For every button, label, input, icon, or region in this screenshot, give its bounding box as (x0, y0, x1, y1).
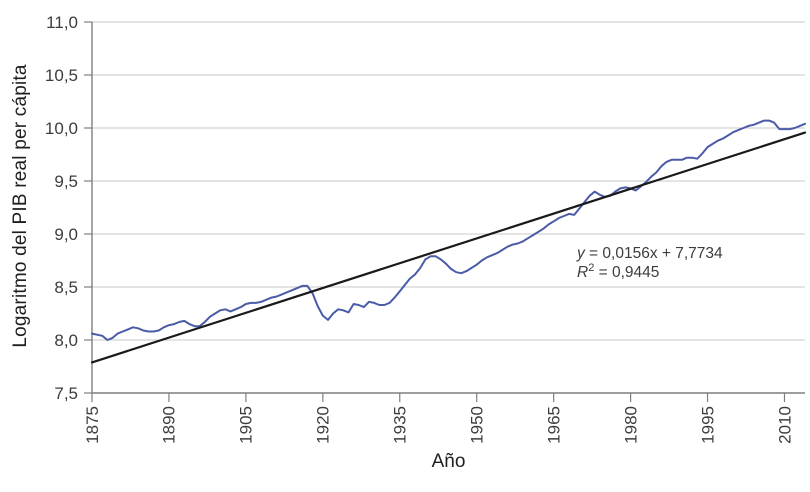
x-tick-label: 1995 (698, 406, 717, 444)
x-tick-label: 1965 (544, 406, 563, 444)
y-tick-label: 8,5 (54, 278, 78, 297)
equation-r-var: R (577, 264, 589, 281)
x-tick-label: 1950 (467, 406, 486, 444)
trendline-equation: y = 0,0156x + 7,7734 R2 = 0,9445 (577, 244, 723, 282)
equation-line1: y = 0,0156x + 7,7734 (577, 244, 723, 263)
y-axis-title: Logaritmo del PIB real per cápita (10, 64, 31, 348)
x-tick-label: 1905 (237, 406, 256, 444)
equation-line1-body: = 0,0156x + 7,7734 (584, 245, 723, 262)
x-tick-label: 1890 (160, 406, 179, 444)
gdp-log-line (91, 119, 806, 341)
y-tick-label: 10,0 (45, 119, 78, 138)
equation-r-sup: 2 (588, 261, 595, 274)
equation-line2: R2 = 0,9445 (577, 261, 723, 282)
y-tick-label: 9,5 (54, 172, 78, 191)
y-tick-label: 10,5 (45, 66, 78, 85)
x-tick-label: 1920 (314, 406, 333, 444)
equation-y-var: y (577, 245, 585, 262)
x-tick-label: 1935 (391, 406, 410, 444)
x-axis-title: Año (431, 451, 466, 472)
trend-line (90, 131, 807, 364)
y-tick-label: 8,0 (54, 331, 78, 350)
y-tick-label: 9,0 (54, 225, 78, 244)
y-tick-label: 7,5 (54, 384, 78, 403)
y-tick-label: 11,0 (46, 13, 78, 32)
x-tick-label: 1980 (621, 406, 640, 444)
equation-line2-body: = 0,9445 (594, 264, 660, 281)
x-tick-label: 2010 (775, 406, 794, 444)
x-tick-label: 1875 (83, 406, 102, 444)
